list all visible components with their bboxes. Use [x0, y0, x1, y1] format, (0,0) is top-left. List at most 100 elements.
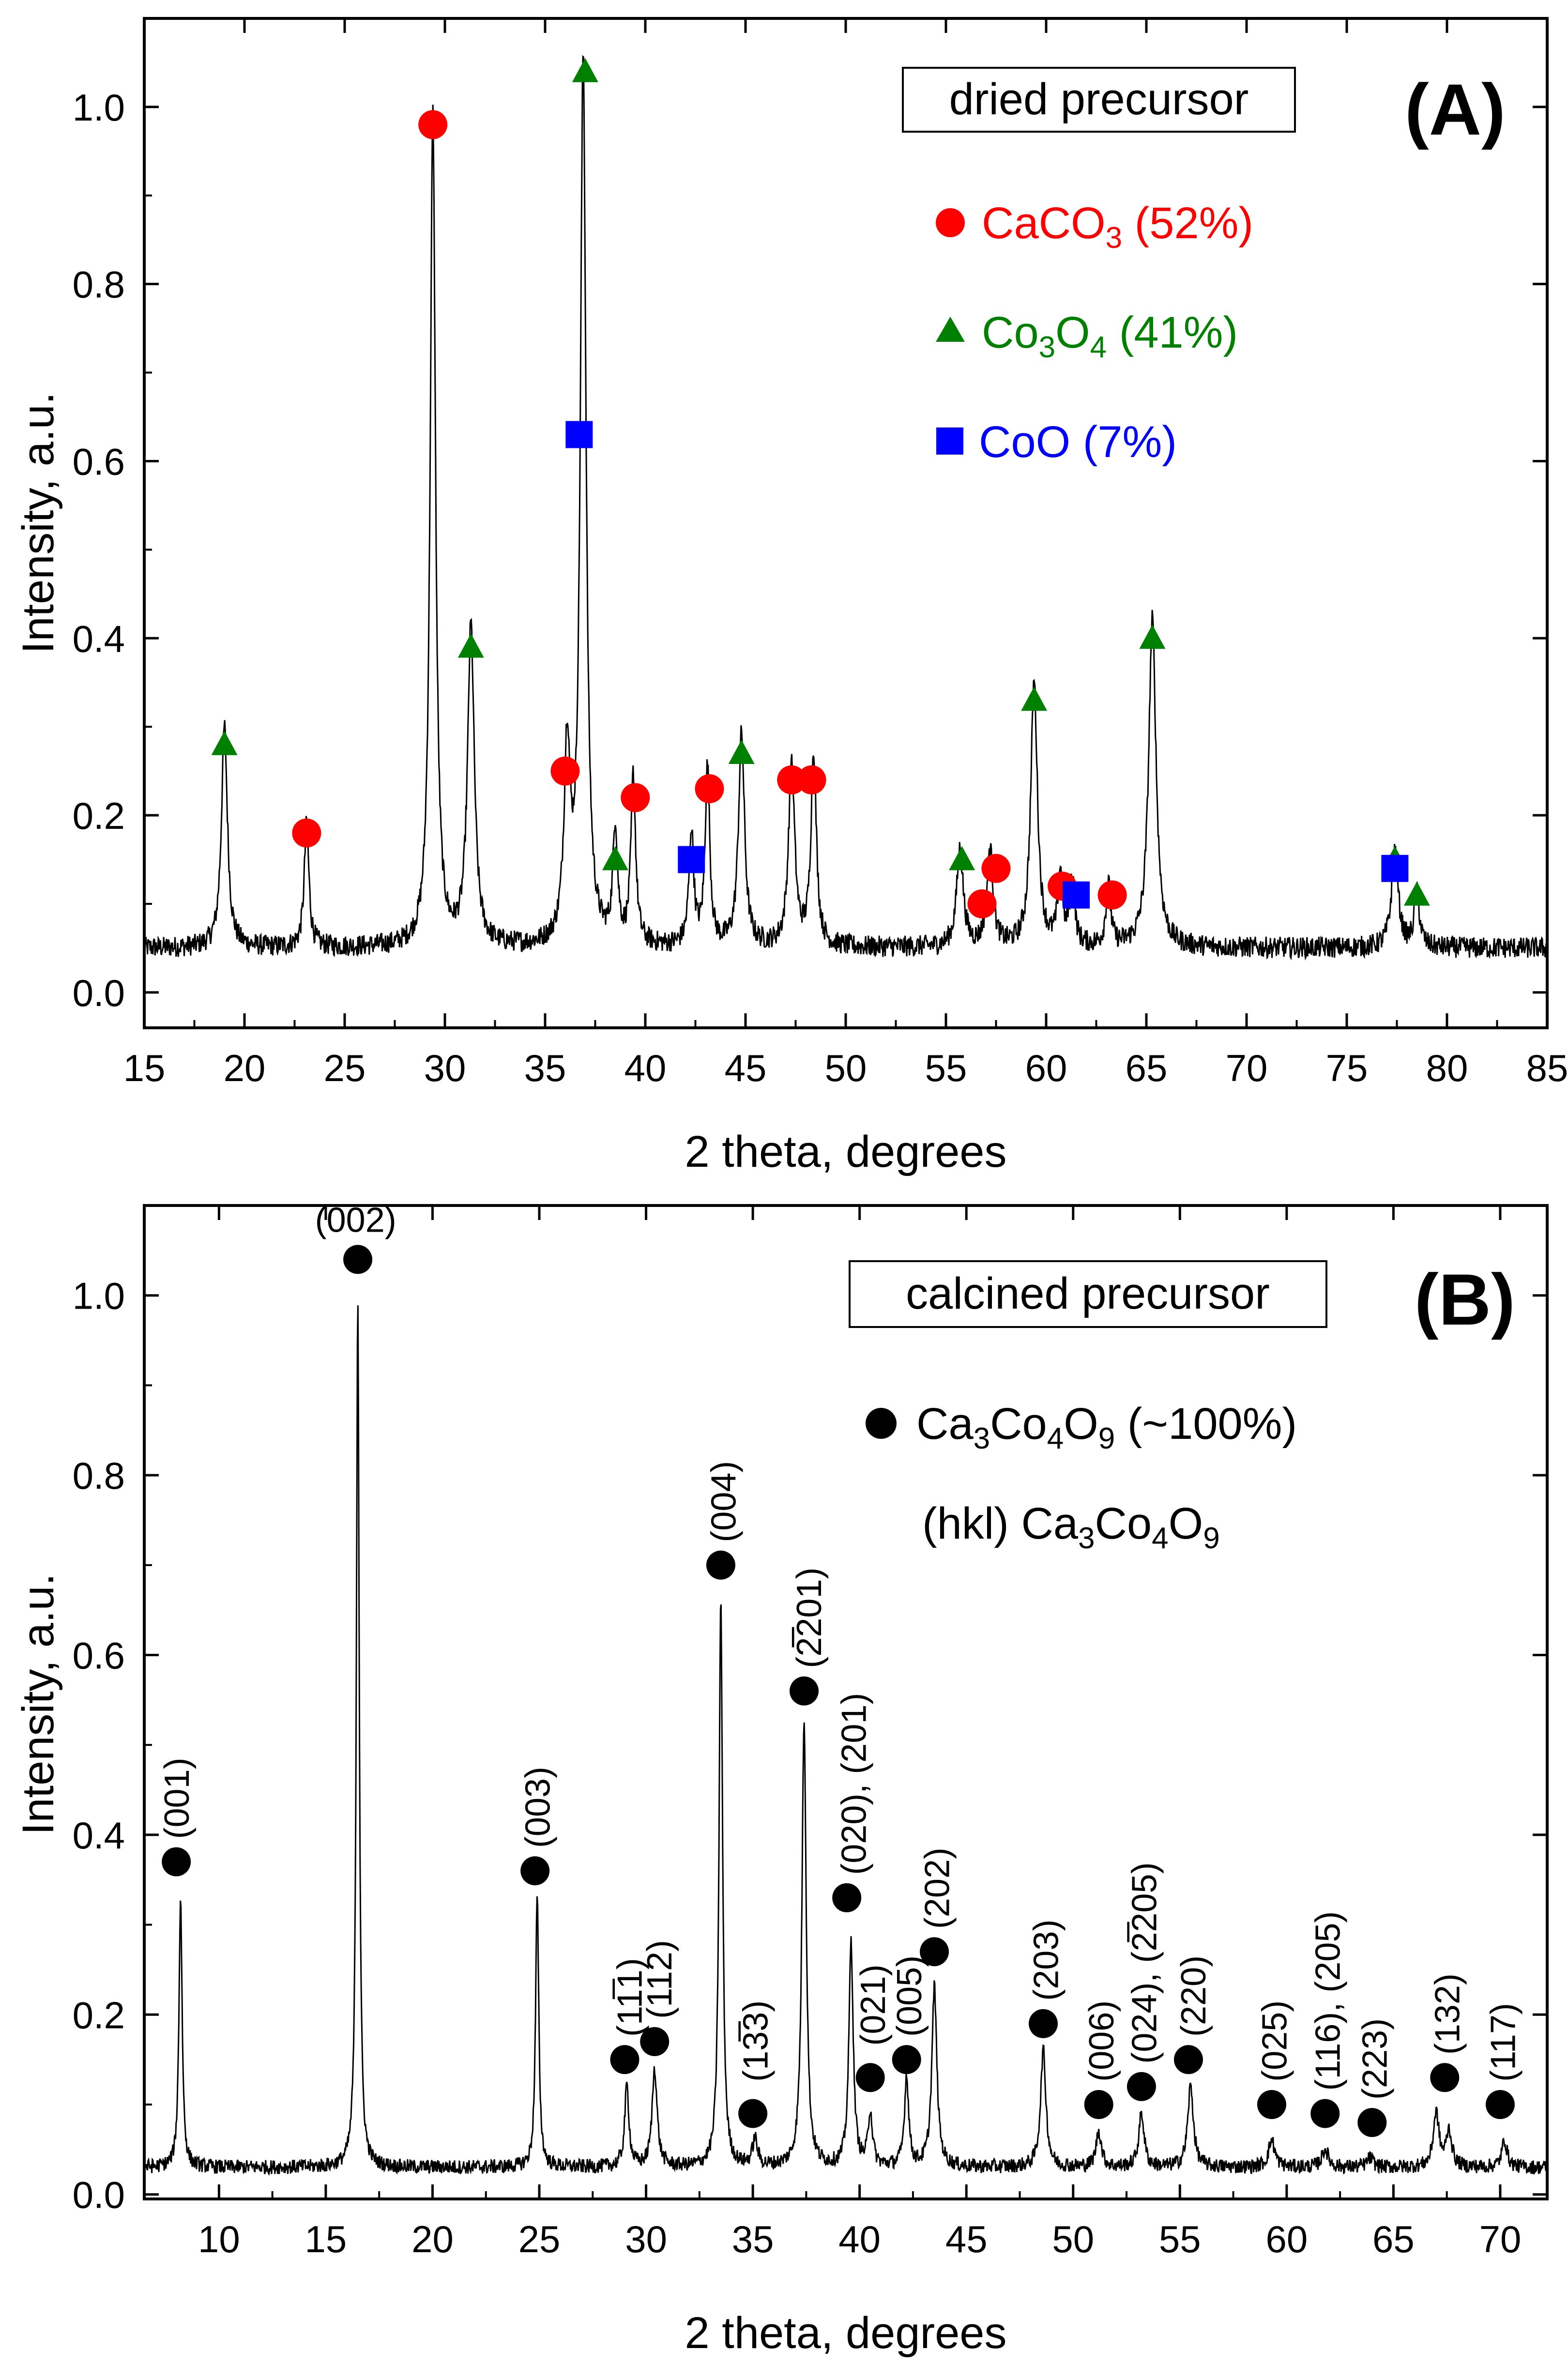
caco3-marker — [777, 765, 807, 794]
hkl-label: (220) — [1174, 1955, 1213, 2037]
y-tick-label: 0.4 — [73, 617, 125, 660]
ca3co4o9-marker — [1084, 2090, 1113, 2120]
co3o4-marker — [949, 846, 975, 870]
caco3-marker — [981, 854, 1011, 883]
caco3-marker — [695, 774, 724, 804]
co3o4-marker — [572, 58, 598, 82]
x-tick-label: 60 — [1265, 2218, 1308, 2260]
x-tick-label: 30 — [424, 1047, 466, 1089]
panel-a-frame — [143, 17, 1549, 1029]
x-tick-label: 15 — [305, 2218, 347, 2260]
x-tick-label: 65 — [1126, 1047, 1168, 1089]
y-tick-label: 0.4 — [73, 1814, 125, 1857]
x-tick-label: 55 — [925, 1047, 967, 1089]
hkl-label: (132) — [1429, 1973, 1467, 2055]
coo-marker — [1063, 881, 1090, 909]
hkl-note-label: (hkl) Ca3Co4O9 — [922, 1499, 1220, 1555]
legend-coo-marker — [936, 427, 963, 455]
panel-a-chart: 15 20 25 30 35 40 45 50 55 60 65 70 75 80 85 0.0 0.2 0.4 0… — [14, 17, 1568, 1176]
coo-marker — [678, 846, 705, 873]
y-tick-label: 1.0 — [73, 1275, 125, 1317]
panel-a-y-axis-label: Intensity, a.u. — [14, 392, 63, 654]
caco3-marker — [418, 110, 448, 139]
x-tick-label: 70 — [1479, 2218, 1522, 2260]
ca3co4o9-marker — [1257, 2090, 1286, 2120]
x-tick-label: 45 — [725, 1047, 767, 1089]
legend-ca3co4o9-label: Ca3Co4O9 (~100%) — [916, 1399, 1297, 1455]
x-tick-label: 35 — [732, 2218, 774, 2260]
caco3-marker — [797, 765, 826, 794]
panel-a-phase-markers — [211, 58, 1430, 918]
x-tick-label: 70 — [1226, 1047, 1268, 1089]
hkl-label: (021) — [854, 1964, 893, 2045]
y-tick-label: 0.0 — [73, 972, 125, 1014]
caco3-marker — [1097, 880, 1127, 910]
panel-b-sample-box — [849, 1260, 1327, 1328]
hkl-label: (006) — [1082, 2000, 1121, 2082]
co3o4-marker — [1139, 625, 1166, 649]
x-tick-label: 50 — [825, 1047, 867, 1089]
ca3co4o9-marker — [1310, 2099, 1340, 2128]
y-tick-label: 0.6 — [73, 440, 125, 483]
panel-b-letter: (B) — [1415, 1259, 1515, 1340]
x-tick-label: 50 — [1052, 2218, 1094, 2260]
co3o4-marker — [457, 633, 484, 658]
x-tick-label: 80 — [1426, 1047, 1468, 1089]
x-tick-label: 45 — [945, 2218, 988, 2260]
panel-b-chart: 10 15 20 25 30 35 40 45 50 55 60 65 70 0.0 0.2 0.4 0.6 0.… — [14, 1201, 1549, 2358]
x-tick-label: 55 — [1159, 2218, 1201, 2260]
y-tick-label: 0.0 — [73, 2174, 125, 2216]
x-tick-label: 25 — [324, 1047, 366, 1089]
panel-b-xrd-trace — [143, 1305, 1548, 2176]
hkl-label: (223) — [1356, 2018, 1395, 2100]
panel-a-xrd-trace — [143, 55, 1548, 961]
hkl-label: (020), (201) — [835, 1693, 873, 1875]
legend-coo-label: CoO (7%) — [979, 417, 1177, 467]
panel-b-legend: Ca3Co4O9 (~100%) (hkl) Ca3Co4O9 — [866, 1399, 1297, 1555]
co3o4-marker — [1403, 881, 1430, 906]
x-tick-label: 10 — [198, 2218, 240, 2260]
panel-b-phase-markers — [162, 1245, 1515, 2137]
ca3co4o9-marker — [1127, 2072, 1156, 2101]
x-tick-label: 20 — [224, 1047, 266, 1089]
ca3co4o9-marker — [706, 1550, 735, 1580]
hkl-label: (202) — [918, 1847, 957, 1929]
x-tick-label: 35 — [524, 1047, 566, 1089]
x-tick-label: 25 — [518, 2218, 561, 2260]
hkl-label: (11̅1) — [610, 1958, 649, 2037]
legend-caco3-marker — [936, 208, 965, 237]
hkl-label: (2̅201) — [790, 1568, 829, 1668]
legend-co3o4-marker — [936, 317, 965, 342]
hkl-label: (003) — [519, 1767, 558, 1848]
legend-co3o4-label: Co3O4 (41%) — [982, 308, 1238, 364]
panel-b-sample-label: calcined precursor — [906, 1269, 1270, 1318]
ca3co4o9-marker — [1173, 2045, 1203, 2075]
co3o4-marker — [602, 846, 628, 870]
ca3co4o9-marker — [738, 2099, 768, 2128]
panel-a-sample-label: dried precursor — [949, 75, 1249, 124]
ca3co4o9-marker — [920, 1937, 949, 1967]
ca3co4o9-marker — [855, 2063, 885, 2092]
panel-b-hkl-labels: (001) (002) (003) (11̅1)(112) (13̅3) (004) (2̅… — [158, 1201, 1522, 2100]
ca3co4o9-marker — [610, 2045, 639, 2075]
ca3co4o9-marker — [892, 2045, 921, 2075]
hkl-label: (203) — [1027, 1920, 1066, 2001]
caco3-marker — [967, 889, 997, 918]
x-tick-label: 20 — [411, 2218, 454, 2260]
panel-b-y-axis-label: Intensity, a.u. — [14, 1573, 63, 1835]
ca3co4o9-marker — [343, 1245, 373, 1274]
coo-marker — [565, 421, 593, 448]
ca3co4o9-marker — [1485, 2090, 1515, 2120]
hkl-label: (112) — [640, 1940, 679, 2019]
y-tick-label: 0.8 — [73, 263, 125, 306]
ca3co4o9-marker — [1029, 2009, 1058, 2038]
caco3-marker — [292, 818, 321, 848]
hkl-label: (001) — [158, 1757, 197, 1839]
ca3co4o9-marker — [640, 2027, 670, 2057]
caco3-marker — [621, 783, 650, 812]
hkl-label: (002) — [315, 1201, 396, 1239]
hkl-label: (116), (205) — [1309, 1911, 1348, 2091]
ca3co4o9-marker — [832, 1883, 862, 1912]
hkl-label: (025) — [1255, 2000, 1294, 2082]
